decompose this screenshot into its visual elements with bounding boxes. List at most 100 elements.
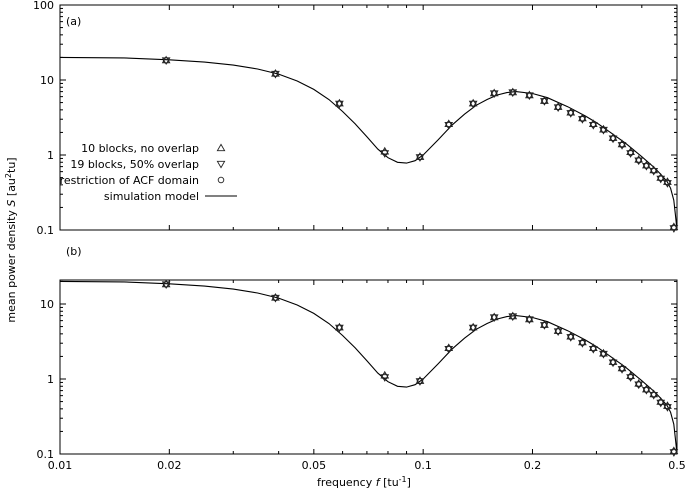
data-point-circle bbox=[657, 398, 664, 406]
data-point-triangle-up bbox=[626, 371, 635, 380]
y-tick-label: 1 bbox=[47, 149, 54, 162]
data-point-triangle-up bbox=[588, 119, 598, 128]
data-point-triangle-up bbox=[444, 119, 454, 128]
data-point-triangle-down bbox=[649, 167, 659, 176]
data-point-triangle-up bbox=[649, 165, 659, 174]
y-tick-label: 1 bbox=[47, 373, 54, 386]
x-tick-label: 0.2 bbox=[524, 459, 542, 472]
data-point-triangle-down bbox=[617, 142, 627, 150]
data-point-triangle-up bbox=[588, 343, 598, 352]
data-point-circle bbox=[650, 167, 657, 174]
simulation-model-line bbox=[60, 56, 677, 230]
data-point-triangle-up bbox=[669, 446, 679, 455]
y-axis-label-var: S bbox=[5, 200, 18, 207]
data-point-triangle-down bbox=[626, 374, 635, 382]
y-axis-label-main: mean power density bbox=[5, 210, 18, 323]
x-axis-label-unit: [tu bbox=[380, 476, 399, 489]
data-point-circle bbox=[590, 121, 597, 128]
y-tick-label: 10 bbox=[40, 74, 54, 87]
data-point-triangle-up bbox=[608, 357, 618, 365]
data-point-triangle-down bbox=[608, 359, 618, 368]
data-point-circle bbox=[650, 391, 657, 398]
data-point-triangle-up bbox=[608, 133, 618, 141]
data-point-triangle-up bbox=[626, 147, 635, 156]
data-point-triangle-up bbox=[599, 124, 608, 133]
data-point-triangle-up bbox=[566, 331, 576, 340]
legend-symbol-triangle-down bbox=[216, 160, 226, 169]
data-point-circle bbox=[526, 92, 533, 99]
data-point-circle bbox=[618, 141, 626, 148]
data-point-circle bbox=[272, 70, 279, 78]
panel-b-label: (b) bbox=[66, 245, 82, 258]
data-point-circle bbox=[627, 149, 634, 157]
data-point-triangle-down bbox=[566, 110, 576, 118]
data-point-triangle-up bbox=[578, 113, 587, 122]
data-point-circle bbox=[590, 345, 597, 352]
data-point-triangle-up bbox=[663, 177, 672, 185]
panel-a-label: (a) bbox=[66, 15, 81, 28]
y-tick-label: 100 bbox=[33, 0, 54, 12]
data-point-triangle-down bbox=[626, 150, 635, 158]
data-point-triangle-up bbox=[663, 401, 672, 409]
data-point-circle bbox=[416, 377, 424, 385]
y-tick-label: 0.1 bbox=[37, 448, 55, 461]
data-point-circle bbox=[664, 403, 671, 410]
data-point-circle bbox=[469, 324, 477, 331]
data-point-circle bbox=[670, 448, 678, 455]
data-point-circle bbox=[600, 126, 607, 134]
data-point-triangle-down bbox=[669, 225, 679, 233]
data-point-circle bbox=[618, 365, 626, 372]
data-point-circle bbox=[609, 135, 617, 142]
data-point-circle bbox=[600, 350, 607, 358]
data-point-triangle-down bbox=[444, 122, 454, 130]
data-point-circle bbox=[609, 359, 617, 366]
data-point-circle bbox=[469, 100, 477, 107]
data-point-circle bbox=[567, 109, 574, 117]
x-axis-label-sup: -1 bbox=[399, 475, 407, 484]
data-point-triangle-down bbox=[663, 404, 672, 412]
y-tick-label: 10 bbox=[40, 298, 54, 311]
data-point-triangle-up bbox=[642, 384, 651, 393]
data-point-triangle-up bbox=[649, 389, 659, 398]
data-point-circle bbox=[162, 281, 170, 288]
data-point-circle bbox=[445, 121, 452, 128]
simulation-model-line bbox=[60, 280, 677, 454]
y-axis-label-unit: [au bbox=[5, 178, 18, 200]
data-point-circle bbox=[579, 115, 586, 122]
x-tick-label: 0.01 bbox=[48, 459, 73, 472]
data-point-triangle-down bbox=[617, 366, 627, 374]
y-tick-label: 0.1 bbox=[37, 224, 55, 237]
data-point-triangle-down bbox=[566, 334, 576, 342]
data-point-circle bbox=[490, 90, 498, 97]
data-point-triangle-down bbox=[553, 328, 563, 336]
data-point-triangle-up bbox=[617, 139, 627, 148]
data-point-circle bbox=[445, 345, 452, 352]
data-point-triangle-up bbox=[599, 348, 608, 357]
data-point-triangle-up bbox=[566, 107, 576, 116]
data-point-triangle-up bbox=[444, 343, 454, 352]
data-point-circle bbox=[541, 97, 548, 105]
data-point-circle bbox=[490, 314, 498, 321]
data-point-triangle-down bbox=[578, 116, 587, 124]
panel-a: 0.1 1 10 100 bbox=[33, 0, 679, 237]
legend-symbol-triangle-up bbox=[216, 143, 226, 152]
data-point-triangle-down bbox=[444, 346, 454, 354]
data-point-triangle-up bbox=[553, 326, 563, 334]
x-axis-label-close: ] bbox=[407, 476, 411, 489]
x-tick-labels: 0.01 0.02 0.05 0.1 0.2 0.5 bbox=[48, 459, 685, 472]
data-point-circle bbox=[162, 57, 170, 64]
data-point-circle bbox=[643, 162, 650, 169]
x-tick-label: 0.1 bbox=[414, 459, 432, 472]
data-point-triangle-up bbox=[669, 222, 679, 231]
x-tick-label: 0.5 bbox=[668, 459, 685, 472]
x-axis-label: frequency f [tu-1] bbox=[317, 475, 411, 489]
plot-frame bbox=[59, 4, 678, 231]
y-axis-label-sup: 2 bbox=[4, 173, 13, 178]
data-point-triangle-down bbox=[634, 381, 644, 390]
x-axis-label-var: f bbox=[376, 476, 382, 489]
data-point-triangle-up bbox=[656, 173, 666, 181]
data-point-circle bbox=[635, 381, 642, 388]
data-point-triangle-up bbox=[553, 102, 563, 110]
data-point-circle bbox=[336, 324, 343, 331]
data-point-circle bbox=[416, 153, 424, 161]
